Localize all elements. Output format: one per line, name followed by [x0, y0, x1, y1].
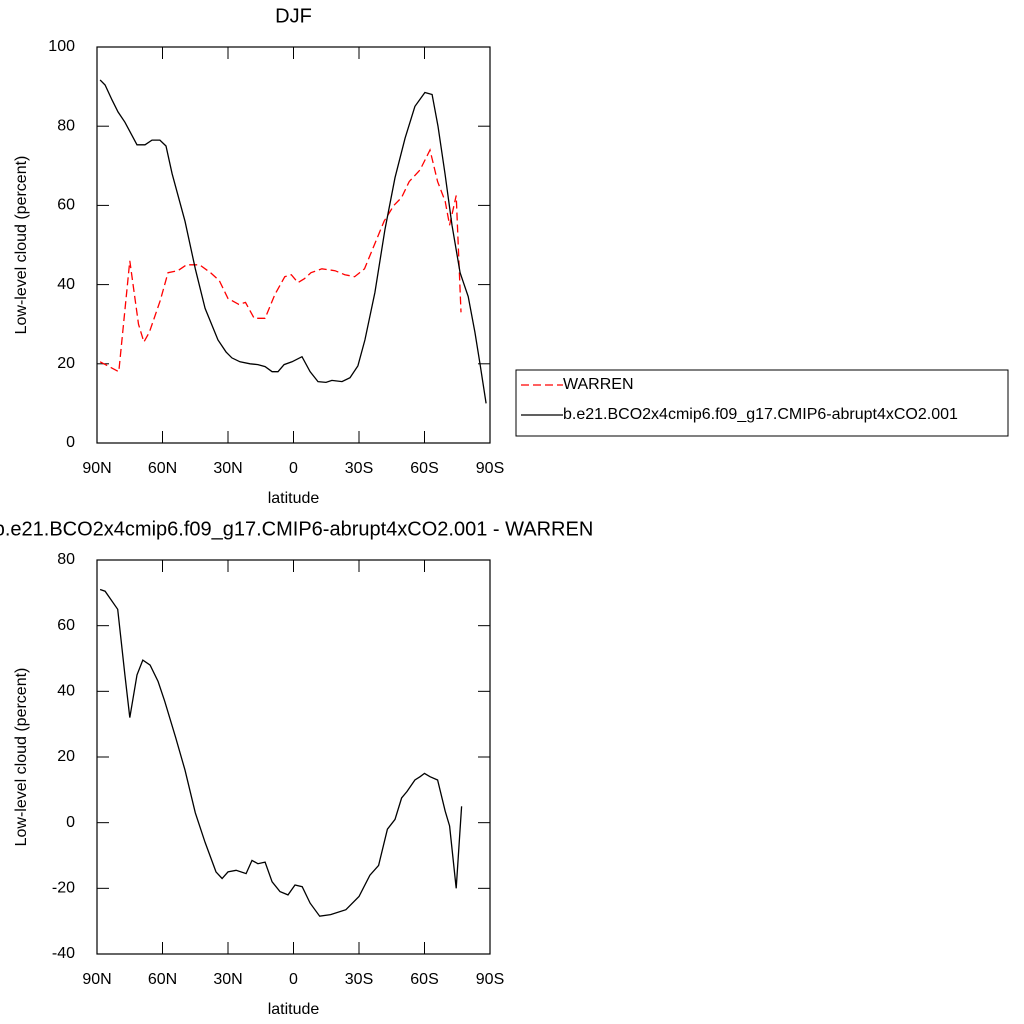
data-line [99, 148, 462, 373]
y-tick-label: 40 [57, 276, 75, 293]
x-tick-label: 90N [82, 460, 111, 477]
x-tick-label: 30N [213, 460, 242, 477]
y-tick-label: -20 [52, 880, 75, 897]
x-tick-label: 30S [345, 971, 373, 988]
x-tick-label: 60S [410, 460, 438, 477]
y-tick-label: 80 [57, 551, 75, 568]
plot-frame [96, 559, 491, 955]
x-tick-label: 90N [82, 971, 111, 988]
x-tick-label: 90S [476, 971, 504, 988]
y-tick-label: 100 [48, 38, 75, 55]
x-axis-label: latitude [268, 490, 320, 507]
x-tick-label: 60S [410, 971, 438, 988]
plot-frame [96, 46, 491, 444]
x-tick-label: 30N [213, 971, 242, 988]
x-tick-label: 60N [148, 971, 177, 988]
legend-box [515, 369, 1009, 437]
chart-title: b.e21.BCO2x4cmip6.f09_g17.CMIP6-abrupt4x… [0, 518, 593, 540]
y-tick-label: 0 [66, 434, 75, 451]
data-line [99, 588, 463, 917]
y-axis-label: Low-level cloud (percent) [13, 668, 30, 847]
y-tick-label: 40 [57, 683, 75, 700]
chart-title: DJF [275, 5, 312, 27]
x-tick-label: 0 [289, 460, 298, 477]
x-tick-label: 0 [289, 971, 298, 988]
y-tick-label: -40 [52, 945, 75, 962]
legend-label: b.e21.BCO2x4cmip6.f09_g17.CMIP6-abrupt4x… [563, 406, 958, 423]
y-tick-label: 20 [57, 355, 75, 372]
y-axis-label: Low-level cloud (percent) [13, 156, 30, 335]
x-tick-label: 30S [345, 460, 373, 477]
y-tick-label: 20 [57, 748, 75, 765]
y-tick-label: 0 [66, 814, 75, 831]
x-tick-label: 60N [148, 460, 177, 477]
x-tick-label: 90S [476, 460, 504, 477]
data-line [99, 79, 487, 404]
x-axis-label: latitude [268, 1001, 320, 1018]
y-tick-label: 60 [57, 197, 75, 214]
y-tick-label: 80 [57, 117, 75, 134]
y-tick-label: 60 [57, 617, 75, 634]
legend-label: WARREN [563, 376, 634, 393]
